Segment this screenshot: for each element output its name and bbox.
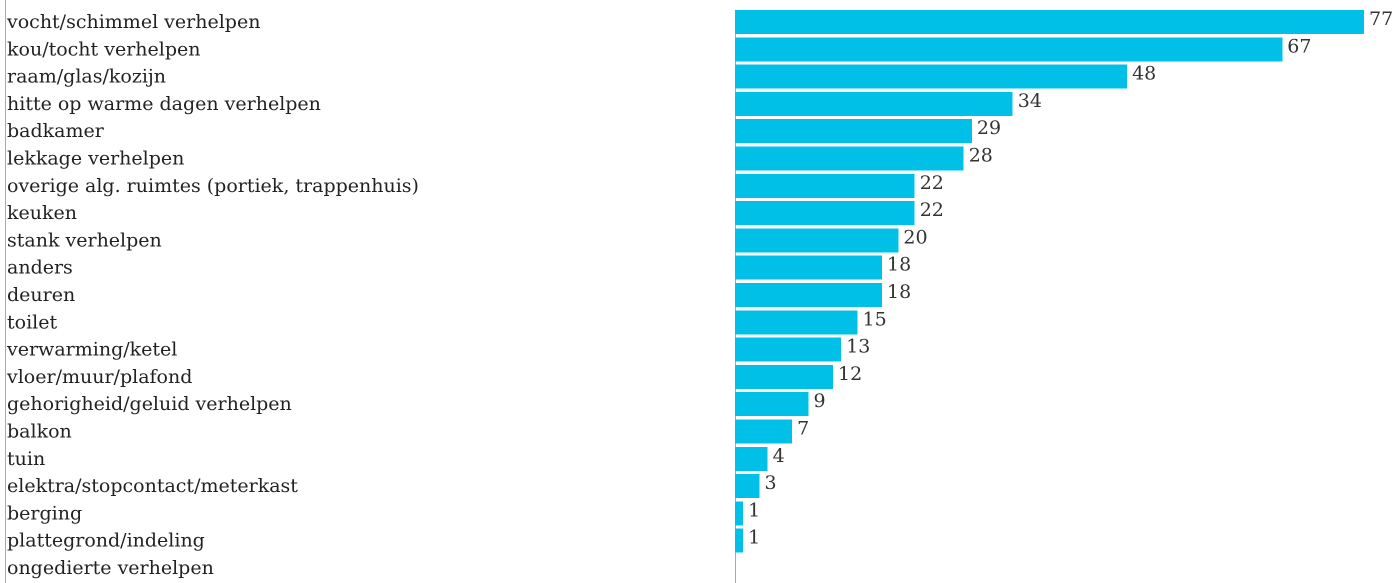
category-label: keuken [7,202,77,224]
bar [735,337,842,362]
category-labels: vocht/schimmel verhelpen kou/tocht verhel… [6,11,419,579]
value-label: 48 [1132,63,1156,85]
category-label: deuren [7,284,75,306]
category-label: vloer/muur/plafond [6,366,192,388]
value-label: 12 [838,363,862,385]
value-label: 3 [765,472,777,494]
category-label: balkon [7,421,72,443]
value-label: 15 [863,308,887,330]
category-label: berging [7,502,82,524]
category-label: toilet [7,311,57,333]
category-label: hitte op warme dagen verhelpen [7,93,321,115]
bar [735,10,1364,34]
bar [735,310,858,335]
value-label: 18 [887,254,911,276]
category-label: overige alg. ruimtes (portiek, trappenhu… [7,175,419,197]
bar [735,91,1013,116]
category-label: lekkage verhelpen [7,148,184,170]
value-label: 4 [773,445,785,467]
value-label: 34 [1018,90,1042,112]
category-label: verwarming/ketel [6,339,177,361]
value-label: 1 [748,527,760,549]
bar [735,283,883,307]
bar [735,146,964,171]
value-label: 29 [977,117,1001,139]
bar [735,37,1283,62]
bar [735,364,834,389]
bar [735,446,768,471]
bar [735,228,899,253]
value-label: 13 [846,336,870,358]
category-label: vocht/schimmel verhelpen [6,11,260,33]
category-label: plattegrond/indeling [7,530,205,552]
bar [735,119,972,144]
value-label: 28 [969,145,993,167]
category-label: gehorigheid/geluid verhelpen [7,393,292,415]
bar [735,201,915,226]
category-label: anders [7,257,73,279]
bar [735,392,809,417]
bar [735,173,915,198]
value-label: 22 [920,199,944,221]
value-label: 9 [814,390,826,412]
category-label: stank verhelpen [7,229,162,251]
value-label: 77 [1369,8,1393,30]
bar [735,255,883,280]
value-label: 67 [1287,35,1311,57]
value-label: 1 [748,499,760,521]
bars [735,10,1364,553]
category-label: badkamer [7,120,105,142]
value-label: 22 [920,172,944,194]
value-label: 18 [887,281,911,303]
category-label: elektra/stopcontact/meterkast [7,475,298,497]
value-label: 7 [797,418,809,440]
bar [735,64,1128,89]
category-label: raam/glas/kozijn [7,66,166,88]
category-label: ongedierte verhelpen [7,557,214,579]
value-label: 20 [903,226,927,248]
bar [735,474,760,499]
bar [735,419,793,444]
category-label: tuin [7,448,45,470]
bar [735,501,744,526]
category-label: kou/tocht verhelpen [7,38,200,60]
bar [735,528,744,553]
